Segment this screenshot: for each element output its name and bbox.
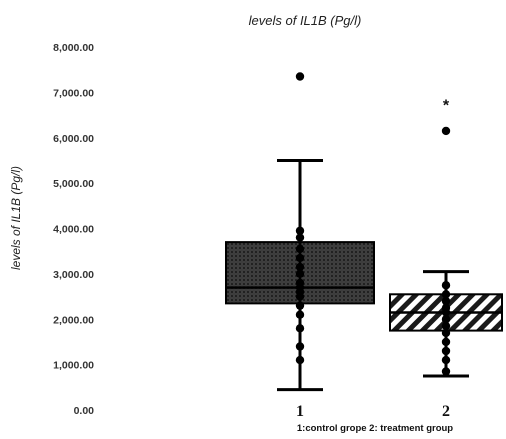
data-point [441, 337, 451, 347]
data-point [441, 303, 451, 313]
x-tick-label-2: 2 [442, 403, 450, 420]
data-point [441, 321, 451, 331]
box-group-1 [225, 72, 375, 392]
box-group-2 [389, 126, 503, 378]
x-tick-label-1: 1 [296, 403, 304, 420]
data-point [295, 269, 305, 279]
outlier-point [441, 126, 451, 136]
data-point [295, 233, 305, 242]
data-point [295, 253, 305, 263]
data-point [295, 244, 305, 254]
significance-marker: * [443, 98, 450, 115]
plot-area: * [225, 72, 503, 392]
data-point [441, 355, 451, 365]
y-tick-label: 2,000.00 [53, 314, 94, 326]
y-tick-label: 0.00 [74, 405, 95, 417]
data-point [295, 342, 305, 351]
data-point [441, 290, 451, 299]
data-point [295, 278, 305, 288]
y-tick-label: 4,000.00 [53, 224, 94, 236]
x-axis-label: 1:control grope 2: treatment group [297, 423, 453, 434]
data-point [295, 301, 305, 310]
y-tick-label: 3,000.00 [53, 269, 94, 281]
chart-title: levels of IL1B (Pg/l) [249, 13, 362, 28]
y-tick-label: 1,000.00 [53, 360, 94, 372]
y-axis-label: levels of IL1B (Pg/l) [9, 166, 23, 270]
data-point [295, 355, 305, 365]
data-point [441, 296, 451, 306]
data-point [441, 346, 451, 356]
data-point [295, 310, 305, 319]
data-point [441, 315, 451, 324]
data-point [441, 328, 451, 338]
data-point [441, 367, 451, 376]
outlier-point [295, 72, 305, 81]
data-point [295, 226, 305, 235]
y-tick-label: 7,000.00 [53, 87, 94, 99]
data-point [441, 281, 451, 290]
data-point [295, 324, 305, 333]
y-tick-label: 8,000.00 [53, 42, 94, 54]
y-tick-label: 5,000.00 [53, 178, 94, 190]
y-axis-ticks: 0.00 1,000.00 2,000.00 3,000.00 4,000.00 5,00… [53, 42, 94, 417]
y-tick-label: 6,000.00 [53, 133, 94, 145]
data-point [295, 262, 305, 272]
